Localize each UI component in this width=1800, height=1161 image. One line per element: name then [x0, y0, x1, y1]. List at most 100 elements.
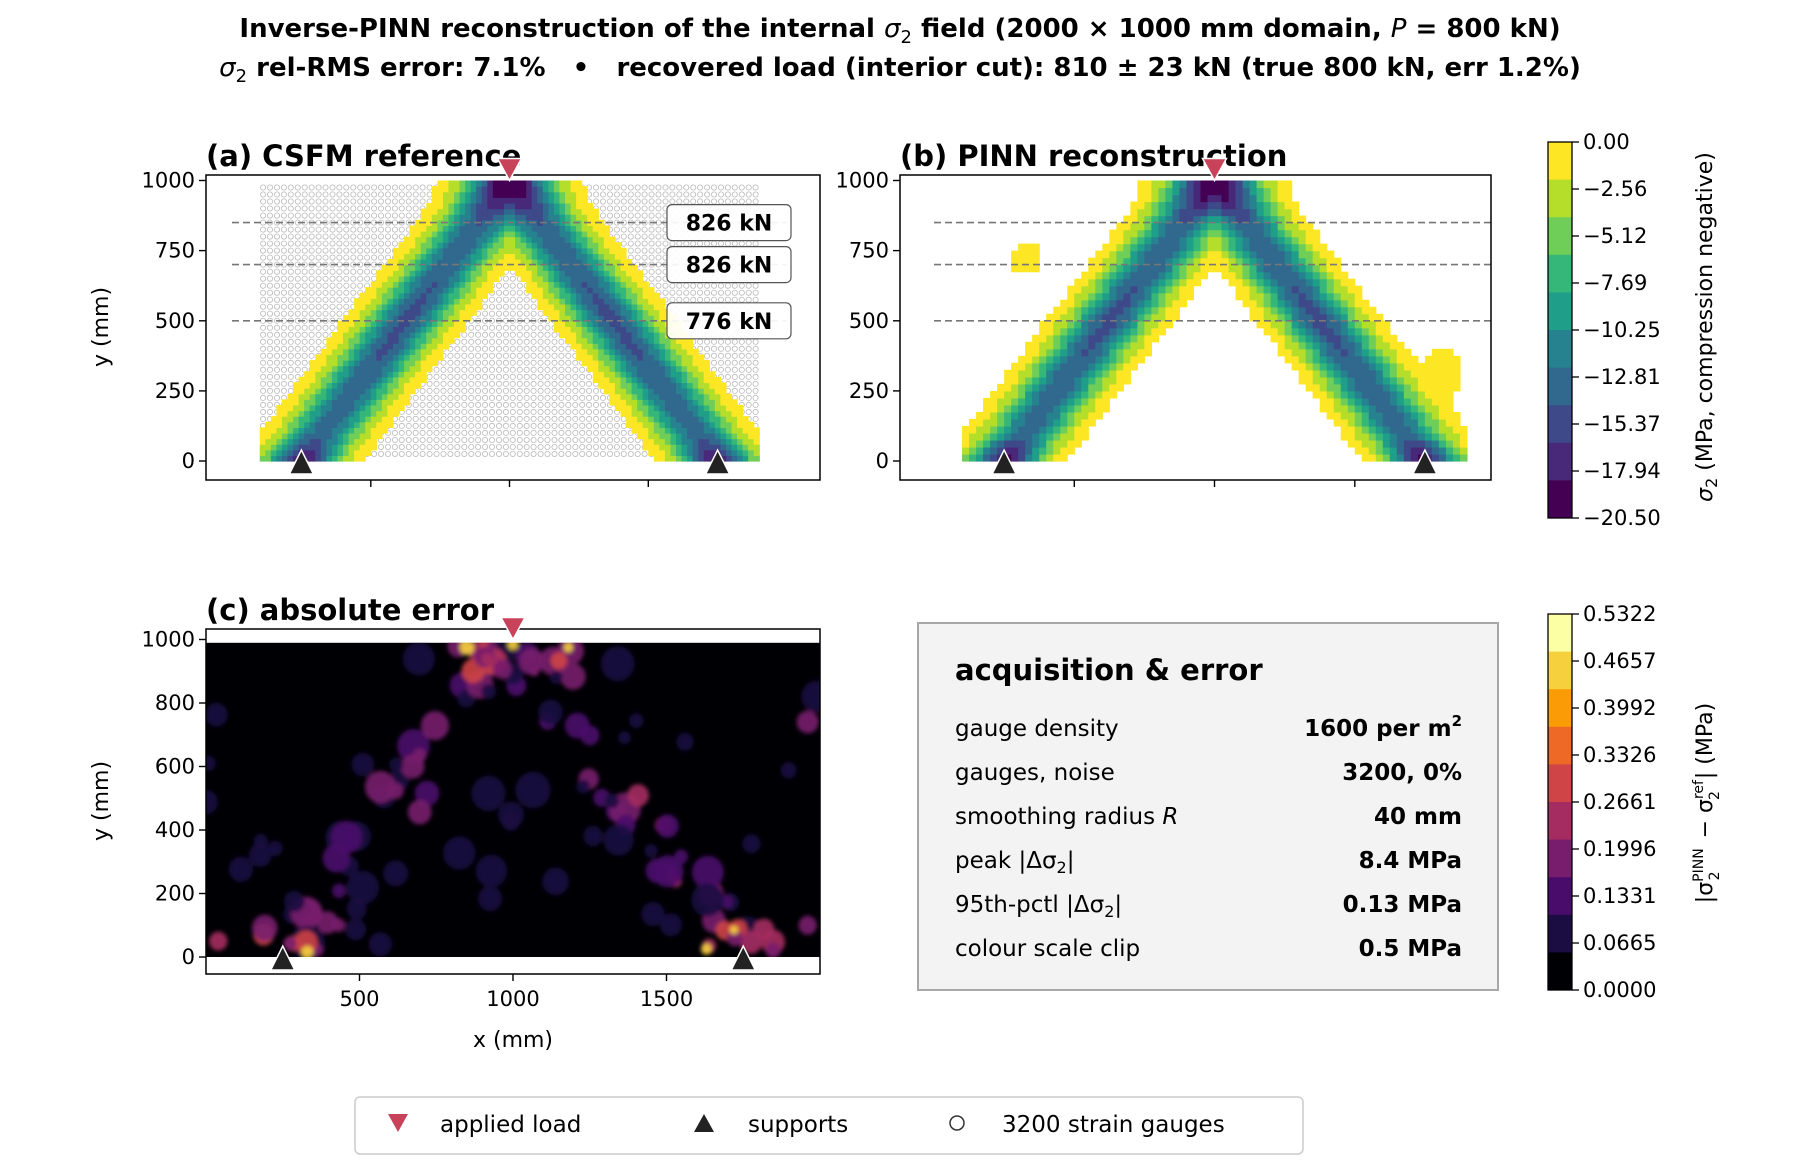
- strain-gauge: [475, 345, 482, 352]
- strain-gauge: [600, 422, 607, 429]
- stress-cell: [659, 360, 666, 367]
- stress-cell: [648, 376, 655, 384]
- stress-cell: [698, 416, 705, 423]
- stress-cell: [709, 376, 716, 384]
- stress-cell: [548, 236, 555, 243]
- strain-gauge: [495, 429, 502, 436]
- strain-gauge: [724, 240, 731, 247]
- stress-cell: [997, 446, 1005, 455]
- stress-cell: [437, 337, 444, 344]
- stress-cell: [381, 298, 388, 305]
- stress-cell: [304, 388, 311, 395]
- stress-cell: [337, 320, 344, 327]
- strain-gauge: [287, 212, 294, 219]
- stress-cell: [415, 309, 422, 316]
- strain-gauge: [315, 254, 322, 261]
- stress-cell: [576, 236, 583, 243]
- stress-cell: [409, 337, 416, 344]
- strain-gauge: [634, 247, 641, 254]
- strain-gauge: [412, 436, 419, 443]
- strain-gauge: [357, 268, 364, 275]
- strain-gauge: [260, 233, 267, 240]
- strain-gauge: [273, 212, 280, 219]
- stress-cell: [337, 404, 344, 412]
- strain-gauge: [433, 380, 440, 387]
- stress-cell: [503, 208, 511, 215]
- stress-cell: [997, 439, 1005, 448]
- strain-gauge: [322, 282, 329, 289]
- stress-cell: [370, 438, 377, 445]
- strain-gauge: [391, 184, 398, 191]
- strain-gauge: [523, 443, 530, 450]
- strain-gauge: [308, 303, 315, 310]
- stress-cell: [659, 348, 666, 356]
- strain-gauge: [294, 366, 301, 373]
- strain-gauge: [551, 345, 558, 352]
- strain-gauge: [530, 422, 537, 429]
- stress-cell: [354, 309, 361, 316]
- stress-cell: [526, 264, 533, 271]
- stress-cell: [598, 253, 605, 260]
- stress-cell: [1018, 453, 1026, 462]
- y-tick-label: 750: [155, 239, 195, 263]
- strain-gauge: [364, 254, 371, 261]
- stress-cell: [309, 455, 316, 462]
- stress-cell: [587, 365, 594, 372]
- stress-cell: [503, 264, 511, 271]
- strain-gauge: [551, 415, 558, 422]
- stress-cell: [398, 320, 405, 327]
- strain-gauge: [607, 422, 614, 429]
- stress-cell: [370, 281, 377, 288]
- stress-cell: [454, 186, 461, 193]
- stress-cell: [542, 180, 549, 187]
- stress-cell: [392, 331, 400, 339]
- strain-gauge: [315, 345, 322, 352]
- stress-cell: [603, 275, 610, 283]
- stress-cell: [431, 259, 438, 266]
- stress-cell: [287, 416, 294, 423]
- stress-cell: [703, 449, 710, 456]
- stress-cell: [714, 444, 721, 451]
- strain-gauge: [558, 359, 565, 366]
- strain-gauge: [468, 324, 475, 331]
- stress-cell: [659, 399, 666, 406]
- strain-gauge: [488, 394, 495, 401]
- strain-gauge: [468, 380, 475, 387]
- strain-gauge: [516, 429, 523, 436]
- stress-cell: [659, 331, 666, 339]
- stress-cell: [531, 275, 538, 283]
- stress-cell: [720, 399, 727, 406]
- stress-cell: [437, 259, 444, 266]
- stress-cell: [287, 449, 294, 456]
- stress-cell: [542, 287, 549, 294]
- stress-cell: [576, 281, 583, 288]
- strain-gauge: [537, 401, 544, 408]
- strain-gauge: [322, 331, 329, 338]
- strain-gauge: [551, 408, 558, 415]
- stress-cell: [315, 449, 322, 456]
- strain-gauge: [586, 450, 593, 457]
- stress-cell: [392, 354, 400, 361]
- stress-cell: [515, 236, 522, 243]
- stress-cell: [503, 202, 511, 210]
- stress-cell: [498, 236, 505, 243]
- stress-cell: [431, 292, 438, 299]
- stress-cell: [331, 382, 339, 389]
- stress-cell: [742, 455, 749, 462]
- stress-cell: [1410, 453, 1419, 462]
- stress-cell: [420, 281, 427, 288]
- stress-cell: [331, 343, 339, 350]
- stress-cell: [603, 253, 610, 260]
- stress-cell: [565, 230, 572, 238]
- stress-cell: [365, 399, 372, 406]
- stress-cell: [670, 421, 677, 428]
- stress-cell: [392, 399, 400, 406]
- stress-cell: [376, 326, 383, 333]
- strain-gauge: [537, 352, 544, 359]
- strain-gauge: [475, 422, 482, 429]
- strain-gauge: [509, 345, 516, 352]
- strain-gauge: [454, 450, 461, 457]
- stress-cell: [653, 326, 660, 333]
- stress-cell: [304, 410, 311, 417]
- strain-gauge: [475, 352, 482, 359]
